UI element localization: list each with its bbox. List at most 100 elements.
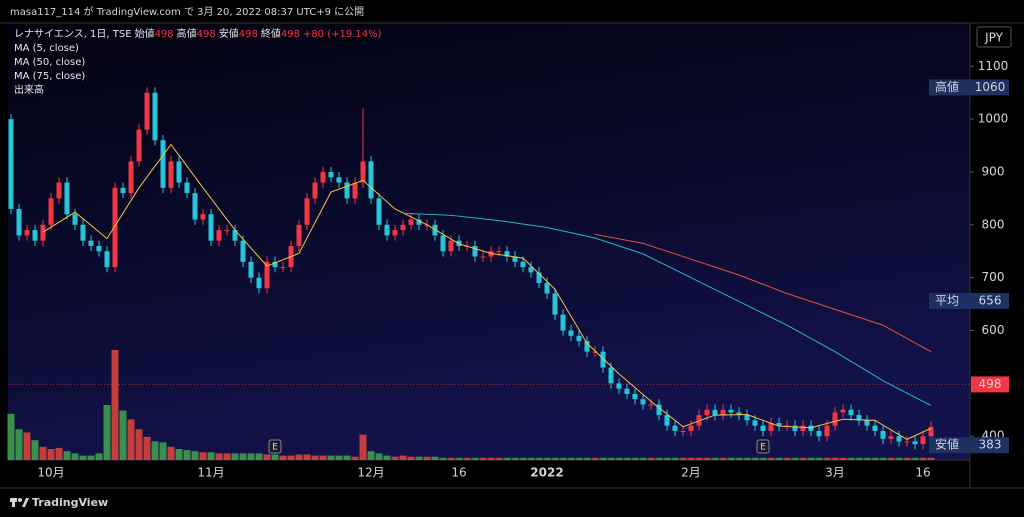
ohlc-value: 498 [196,29,216,40]
x-tick-label: 12月 [357,466,384,480]
volume-bar [919,457,927,460]
candle-body [280,267,286,269]
volume-bar [31,440,39,460]
volume-bar [391,456,399,460]
candle-body [928,426,934,437]
candle-body [512,256,518,262]
volume-bar [767,457,775,460]
candle-body [712,409,718,416]
x-tick-label: 2022 [530,466,563,480]
volume-bar [647,457,655,460]
ohlc-label: 安値 [218,29,239,40]
candle-body [856,415,862,421]
y-tick-label: 1000 [978,112,1009,126]
moving-average [402,212,932,407]
volume-bar [95,453,103,460]
volume-bar [367,451,375,460]
volume-bar [47,449,55,460]
volume-bar [287,455,295,460]
candle-body [904,441,910,443]
y-tick-label: 1100 [978,59,1009,73]
price-label-value: 1060 [975,80,1006,94]
volume-bar [263,454,271,460]
volume-bar [199,452,207,460]
last-price-box [971,376,1009,393]
volume-bar [655,457,663,460]
candle-body [448,240,454,252]
candle-body [80,224,86,241]
candle-body [848,409,854,416]
volume-bar [671,457,679,460]
candle-body [488,251,494,257]
volume-bar [127,419,135,460]
candle-body [808,425,814,431]
candle-body [568,330,574,336]
ohlc-value: 498 [154,29,174,40]
volume-bar [39,446,47,460]
candle-body [312,182,318,199]
volume-bar [343,455,351,460]
candle-body [88,240,94,246]
volume-bar [431,456,439,460]
publisher: masa117_114 が TradingView.com で 3月 20, 2… [10,7,365,18]
volume-bar [463,457,471,460]
volume-bar [183,450,191,460]
volume-bar [583,457,591,460]
volume-bar [703,457,711,460]
volume-bar [119,410,127,460]
ohlc-label: 高値 [176,29,197,40]
candle-body [320,171,326,183]
candle-body [744,415,750,421]
candle-body [176,161,182,183]
volume-bar [15,429,23,460]
currency-box[interactable] [976,26,1012,48]
volume-bar [295,454,303,460]
volume-bar [335,455,343,460]
y-tick-label: 600 [982,323,1005,337]
volume-bar [751,457,759,460]
candle-body [792,425,798,431]
brand-logo [10,498,29,507]
volume-bar [359,434,367,460]
volume-bar [927,457,935,460]
volume-bar [631,457,639,460]
volume-bar [527,457,535,460]
price-label-name: 安値 [935,437,959,452]
price-label-name: 平均 [935,293,959,307]
candle-body [552,293,558,315]
candle-body [920,436,926,445]
candle-body [104,251,110,268]
volume-bar [143,436,151,460]
candle-body [600,351,606,368]
volume-bar [111,350,119,460]
candle-body [136,129,142,162]
volume-bar [207,452,215,460]
volume-bar [623,457,631,460]
volume-bar [519,457,527,460]
candle-body [416,219,422,225]
candle-body [720,409,726,416]
volume-name: 出来高 [14,85,44,96]
volume-bar [911,457,919,460]
candle-body [224,230,230,232]
volume-bar [231,453,239,460]
volume-bar [711,457,719,460]
volume-bar [447,457,455,460]
last-price-value: 498 [979,377,1002,391]
candle-body [664,415,670,426]
volume-bar [855,457,863,460]
candle-body [56,182,62,199]
volume-bar [239,453,247,460]
volume-bar [327,455,335,460]
volume-bar [887,457,895,460]
candle-body [336,177,342,183]
volume-bar [151,441,159,460]
candle-body [248,261,254,278]
volume-bar [375,453,383,460]
volume-bar [543,457,551,460]
candle-body [768,423,774,431]
volume-bar [679,457,687,460]
volume-bar [175,449,183,460]
candle-body [48,198,54,225]
candle-body [328,171,334,178]
